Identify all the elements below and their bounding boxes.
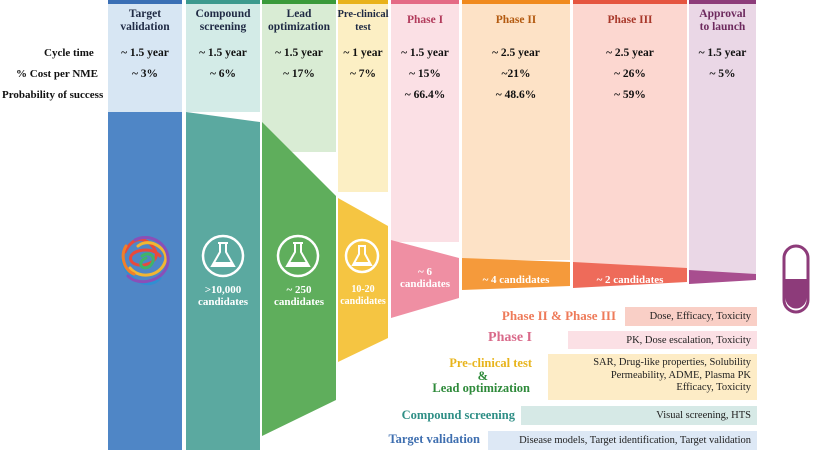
cycle-time-phase1: ~ 1.5 year xyxy=(401,47,449,59)
legend-desc-phase1: PK, Dose escalation, Toxicity xyxy=(626,335,751,346)
cost-phase2: ~21% xyxy=(501,68,531,80)
cycle-time-phase3: ~ 2.5 year xyxy=(606,47,654,59)
column-bg-target xyxy=(108,2,182,112)
funnel-compound xyxy=(186,112,260,450)
legend-title-compound: Compound screening xyxy=(401,408,515,422)
top-bar-compound xyxy=(186,0,260,4)
cycle-time-compound: ~ 1.5 year xyxy=(199,47,247,59)
legend-box-phase23 xyxy=(625,307,757,326)
column-bg-lead xyxy=(262,2,336,152)
cycle-time-preclinical: ~ 1 year xyxy=(343,47,383,59)
cost-target: ~ 3% xyxy=(131,68,159,80)
column-bg-compound xyxy=(186,2,260,112)
column-bg-phase1 xyxy=(391,2,459,242)
candidates-compound: >10,000 candidates xyxy=(197,284,249,308)
legend-desc-target: Disease models, Target identification, T… xyxy=(519,435,751,446)
funnel-preclinical xyxy=(338,198,388,362)
legend-box-preclinical xyxy=(548,354,757,400)
candidates-phase1: ~ 6 candidates xyxy=(399,266,451,290)
top-bar-approval xyxy=(689,0,756,4)
candidates-lead: ~ 250 candidates xyxy=(273,284,325,308)
funnel-lead xyxy=(262,122,336,436)
cost-compound: ~ 6% xyxy=(209,68,237,80)
top-bar-lead xyxy=(262,0,336,4)
funnel-approval xyxy=(689,270,756,284)
flask-icon xyxy=(201,234,245,278)
cost-phase1: ~ 15% xyxy=(409,68,441,80)
legend-desc-compound: Visual screening, HTS xyxy=(656,410,751,421)
legend-title-phase1: Phase I xyxy=(488,330,532,345)
row-label-probability: Probability of success xyxy=(2,89,104,101)
funnel-phase2 xyxy=(462,258,570,290)
stage-header-approval: Approval to launch xyxy=(699,8,746,33)
legend-title-phase23: Phase II & Phase III xyxy=(501,308,616,323)
legend-box-compound xyxy=(521,406,757,425)
flask-icon xyxy=(344,238,380,274)
legend-box-target xyxy=(488,431,757,450)
stage-header-compound: Compound screening xyxy=(195,8,251,33)
top-bar-preclinical xyxy=(338,0,388,4)
top-bar-phase2 xyxy=(462,0,570,4)
legend-title-lead: Lead optimization xyxy=(432,381,530,395)
candidates-phase3: ~ 2 candidates xyxy=(596,274,664,286)
cycle-time-phase2: ~ 2.5 year xyxy=(492,47,540,59)
cost-phase3: ~ 26% xyxy=(614,68,646,80)
stage-header-phase2: Phase II xyxy=(495,14,537,26)
top-bar-phase1 xyxy=(391,0,459,4)
candidates-preclinical: 10-20 candidates xyxy=(340,284,386,307)
column-bg-preclinical xyxy=(338,2,388,192)
top-bar-phase3 xyxy=(573,0,687,4)
cycle-time-lead: ~ 1.5 year xyxy=(275,47,323,59)
legend-title-ampersand: & xyxy=(477,369,488,383)
flask-icon xyxy=(276,234,320,278)
column-bg-phase2 xyxy=(462,2,570,260)
candidates-phase2: ~ 4 candidates xyxy=(482,274,550,286)
legend-desc-phase23: Dose, Efficacy, Toxicity xyxy=(649,311,751,322)
probability-phase2: ~ 48.6% xyxy=(495,89,537,101)
stage-header-target: Target validation xyxy=(120,8,170,33)
probability-phase3: ~ 59% xyxy=(614,89,646,101)
column-bg-approval xyxy=(689,2,756,274)
top-bar-target xyxy=(108,0,182,4)
capsule-icon xyxy=(782,244,810,314)
legend-title-target: Target validation xyxy=(388,432,480,446)
cycle-time-target: ~ 1.5 year xyxy=(121,47,169,59)
protein-structure-icon xyxy=(120,236,170,285)
probability-phase1: ~ 66.4% xyxy=(404,89,446,101)
cost-lead: ~ 17% xyxy=(283,68,315,80)
cycle-time-approval: ~ 1.5 year xyxy=(698,47,747,59)
legend-desc-preclinical: SAR, Drug-like properties, Solubility Per… xyxy=(593,357,751,393)
row-label-cost: % Cost per NME xyxy=(16,68,98,80)
column-bg-phase3 xyxy=(573,2,687,270)
cost-approval: ~ 5% xyxy=(709,68,736,80)
stage-header-preclinical: Pre-clinical test xyxy=(337,9,389,33)
legend-box-phase1 xyxy=(568,331,757,349)
stage-header-lead: Lead optimization xyxy=(268,8,330,33)
stage-header-phase3: Phase III xyxy=(607,14,653,26)
funnel-phase1 xyxy=(391,240,459,318)
cost-preclinical: ~ 7% xyxy=(349,68,377,80)
legend-title-preclinical: Pre-clinical test xyxy=(449,356,532,370)
stage-header-phase1: Phase I xyxy=(406,14,444,26)
funnel-phase3 xyxy=(573,262,687,288)
row-label-cycle-time: Cycle time xyxy=(44,47,94,59)
